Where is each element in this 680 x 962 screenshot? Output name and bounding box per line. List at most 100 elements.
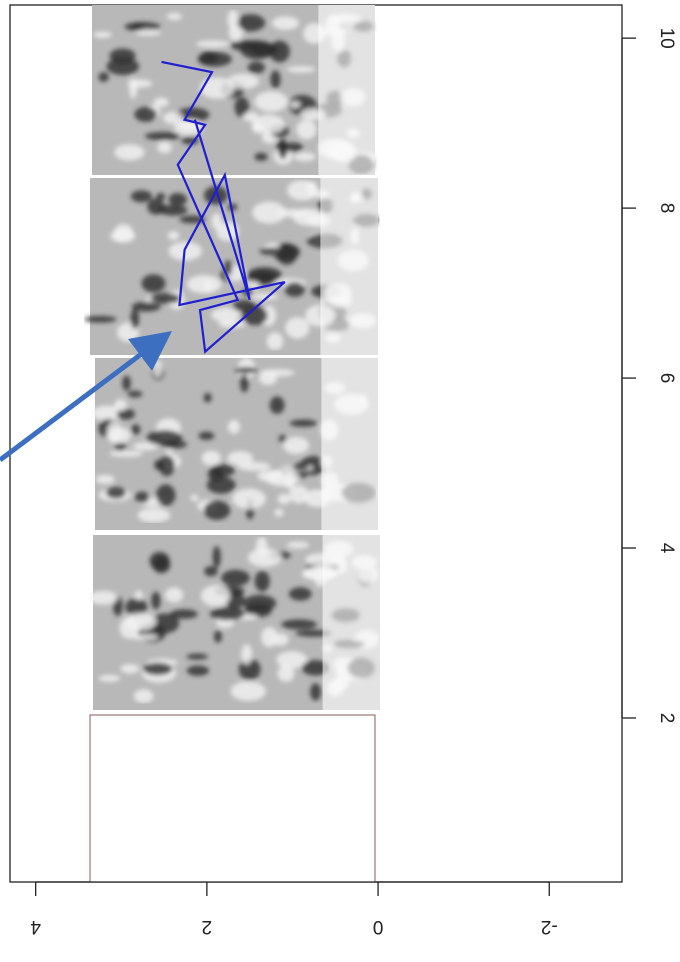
photo-blot bbox=[167, 231, 180, 241]
photo-blot bbox=[284, 282, 305, 297]
photo-blot bbox=[228, 25, 243, 42]
photo-blot bbox=[289, 419, 318, 427]
photo-blot bbox=[276, 651, 308, 669]
photo-blot bbox=[227, 419, 241, 434]
photo-blot bbox=[254, 152, 268, 161]
photo-blot bbox=[144, 131, 181, 141]
photo-blot bbox=[120, 664, 140, 674]
photo-blot bbox=[283, 436, 310, 455]
photo-blot bbox=[247, 548, 282, 567]
photo-blot bbox=[156, 192, 166, 201]
photo-blot bbox=[113, 223, 134, 243]
photo-blot bbox=[156, 484, 176, 507]
photo-blot bbox=[232, 299, 256, 312]
photo-blot bbox=[294, 152, 316, 162]
photo-blot bbox=[270, 70, 281, 89]
photo-blot bbox=[295, 629, 332, 637]
photo-blot bbox=[276, 208, 310, 218]
photo-blot bbox=[146, 430, 183, 446]
photo-blot bbox=[226, 73, 260, 89]
photo-blot bbox=[278, 434, 287, 443]
photo-blot bbox=[186, 275, 222, 294]
photo-blot bbox=[131, 301, 161, 312]
photo-blot bbox=[203, 186, 228, 205]
photo-blot bbox=[251, 122, 264, 134]
photo-blot bbox=[143, 662, 173, 676]
photo-blot bbox=[293, 462, 309, 471]
photo-blot bbox=[258, 371, 278, 386]
photo-blot bbox=[106, 486, 126, 499]
photo-blot bbox=[241, 644, 253, 665]
photo-blot bbox=[289, 101, 301, 108]
photo-blot bbox=[91, 405, 122, 421]
photo-blot bbox=[196, 40, 230, 48]
photo-blot bbox=[235, 14, 266, 32]
photo-blot bbox=[169, 609, 198, 619]
photo-blot bbox=[130, 190, 153, 203]
photo-blot bbox=[240, 40, 274, 60]
y-tick-label: 2 bbox=[202, 916, 213, 937]
photo-blot bbox=[283, 142, 303, 153]
photo-blot bbox=[269, 396, 285, 414]
photo-blot bbox=[274, 508, 284, 517]
photo-blot bbox=[257, 470, 285, 482]
photo-blot bbox=[158, 204, 188, 216]
photo-blot bbox=[306, 181, 318, 198]
y-tick-label: 0 bbox=[373, 916, 384, 937]
photo-blot bbox=[175, 107, 210, 122]
photo-blot bbox=[88, 590, 118, 605]
photo-blot bbox=[199, 51, 218, 64]
x-tick-label: 10 bbox=[656, 28, 677, 49]
photo-blot bbox=[240, 374, 249, 393]
photo-blot bbox=[116, 408, 136, 420]
photo-blot bbox=[166, 12, 182, 21]
photo-blot bbox=[203, 500, 231, 520]
photo-blot bbox=[114, 399, 127, 412]
x-tick-label: 6 bbox=[656, 373, 677, 384]
x-tick-label: 8 bbox=[656, 203, 677, 214]
photo-blot bbox=[134, 491, 150, 504]
photo-blot bbox=[288, 587, 312, 601]
photo-blot bbox=[132, 442, 159, 451]
photo-blot bbox=[132, 23, 144, 31]
photo-blot bbox=[310, 683, 322, 701]
photo-blot bbox=[137, 507, 171, 523]
photo-blot bbox=[114, 144, 145, 161]
photo-blot bbox=[289, 485, 309, 504]
photo-blot bbox=[190, 494, 199, 502]
photo-fade bbox=[320, 178, 378, 355]
y-tick-label: 4 bbox=[30, 916, 41, 937]
photo-blot bbox=[254, 570, 270, 592]
photo-blot bbox=[203, 392, 212, 403]
photo-blot bbox=[186, 665, 210, 676]
y-tick-label: -2 bbox=[541, 916, 558, 937]
photo-blot bbox=[199, 77, 235, 99]
photo-blot bbox=[95, 474, 115, 484]
photo-blot bbox=[247, 61, 265, 74]
photo-blot bbox=[234, 96, 250, 118]
photo-blot bbox=[212, 546, 221, 568]
photo-blot bbox=[275, 141, 288, 153]
photo-blot bbox=[134, 590, 143, 600]
photo-blot bbox=[285, 317, 310, 339]
photo-blot bbox=[158, 455, 175, 477]
photo-blot bbox=[129, 78, 138, 99]
photo-blot bbox=[211, 307, 240, 322]
photo-blot bbox=[124, 612, 157, 631]
photo-blot bbox=[107, 421, 122, 443]
photo-blot bbox=[198, 431, 215, 441]
photo-blot bbox=[84, 315, 117, 323]
photo-blot bbox=[114, 441, 127, 452]
blank-panel bbox=[89, 714, 376, 883]
photo-blot bbox=[269, 40, 290, 63]
photo-blot bbox=[232, 488, 266, 510]
x-tick-label: 4 bbox=[656, 543, 677, 554]
photo-fade bbox=[318, 5, 375, 175]
photo-blot bbox=[203, 281, 214, 292]
photo-blot bbox=[163, 111, 184, 125]
photo-blot bbox=[125, 598, 148, 617]
photo-blot bbox=[133, 689, 154, 704]
photo-blot bbox=[109, 450, 144, 457]
